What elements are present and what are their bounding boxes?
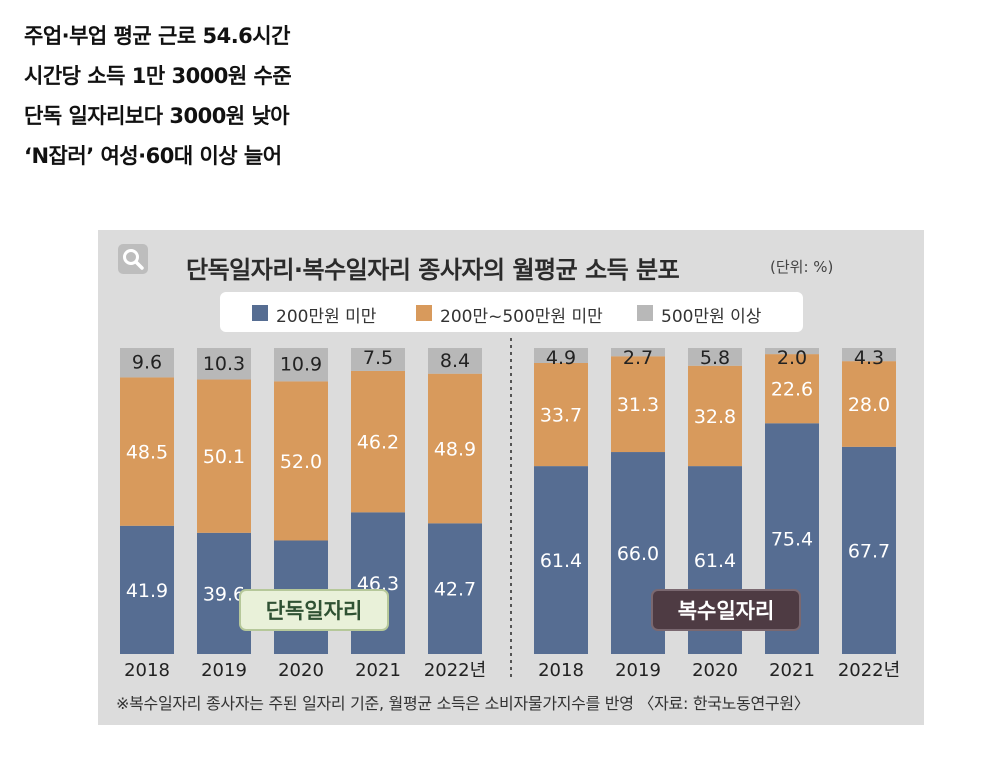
chart-title: 단독일자리·복수일자리 종사자의 월평균 소득 분포 (186, 256, 680, 284)
data-label-over-500-single-2018: 9.6 (132, 352, 162, 374)
bar-segment-over-500-multi-2019 (611, 348, 665, 357)
bar-segment-under-200-single-2022년 (428, 523, 482, 654)
bar-segment-between-single-2019 (197, 379, 251, 533)
chart-unit: (단위: %) (770, 258, 834, 276)
data-label-over-500-multi-2018: 4.9 (546, 347, 576, 369)
data-label-under-200-single-2018: 41.9 (126, 580, 168, 602)
x-tick-label-single-2021: 2021 (355, 660, 401, 681)
bar-segment-over-500-single-2022년 (428, 348, 482, 374)
bar-segment-over-500-multi-2020 (688, 348, 742, 366)
bar-segment-under-200-single-2018 (120, 525, 174, 654)
data-label-under-200-multi-2021: 75.4 (771, 529, 813, 551)
magnifier-icon (118, 244, 148, 274)
data-label-under-200-multi-2019: 66.0 (617, 543, 659, 565)
data-label-between-multi-2020: 32.8 (694, 406, 736, 428)
data-label-between-single-2018: 48.5 (126, 442, 168, 464)
data-label-over-500-single-2019: 10.3 (203, 353, 245, 375)
x-tick-label-single-2020: 2020 (278, 660, 324, 681)
bar-segment-under-200-multi-2018 (534, 466, 588, 654)
headline-1: 주업·부업 평균 근로 54.6시간 (24, 24, 290, 48)
headline-4: ‘N잡러’ 여성·60대 이상 늘어 (24, 144, 282, 168)
data-label-over-500-multi-2021: 2.0 (777, 347, 807, 369)
data-label-between-multi-2021: 22.6 (771, 379, 813, 401)
data-label-between-multi-2022년: 28.0 (848, 394, 890, 416)
bar-segment-between-single-2018 (120, 377, 174, 526)
legend-label-over-500: 500만원 이상 (661, 307, 762, 327)
data-label-over-500-single-2020: 10.9 (280, 354, 322, 376)
group-label-multi: 복수일자리 (678, 599, 775, 623)
x-tick-label-multi-2020: 2020 (692, 660, 738, 681)
legend-label-between: 200만~500만원 미만 (440, 307, 603, 327)
data-label-over-500-single-2021: 7.5 (363, 347, 393, 369)
legend-swatch-under-200 (252, 305, 268, 321)
data-label-under-200-single-2022년: 42.7 (434, 579, 476, 601)
data-label-over-500-multi-2022년: 4.3 (854, 347, 884, 369)
data-label-under-200-single-2019: 39.6 (203, 583, 245, 605)
bar-segment-over-500-multi-2021 (765, 348, 819, 355)
legend-label-under-200: 200만원 미만 (276, 307, 377, 327)
bar-segment-between-multi-2019 (611, 356, 665, 453)
bar-segment-between-single-2022년 (428, 373, 482, 524)
data-label-between-single-2019: 50.1 (203, 446, 245, 468)
data-label-over-500-multi-2019: 2.7 (623, 347, 653, 369)
bar-segment-over-500-single-2018 (120, 348, 174, 378)
data-label-between-single-2022년: 48.9 (434, 439, 476, 461)
headline-2: 시간당 소득 1만 3000원 수준 (24, 64, 292, 88)
footnote: ※복수일자리 종사자는 주된 일자리 기준, 월평균 소득은 소비자물가지수를 … (116, 694, 810, 713)
data-label-between-multi-2019: 31.3 (617, 394, 659, 416)
stacked-bar-chart: 41.948.59.6201839.650.110.3201937.152.01… (120, 338, 900, 681)
group-label-box-multi (651, 589, 801, 631)
data-label-under-200-multi-2020: 61.4 (694, 550, 736, 572)
bar-segment-over-500-multi-2018 (534, 348, 588, 363)
data-label-between-single-2021: 46.2 (357, 432, 399, 454)
group-label-box-single (239, 589, 389, 631)
bar-segment-between-multi-2020 (688, 365, 742, 467)
chart-panel: 단독일자리·복수일자리 종사자의 월평균 소득 분포 (단위: %) 200만원… (98, 230, 924, 725)
bar-segment-under-200-multi-2022년 (842, 446, 896, 654)
legend-swatch-over-500 (637, 305, 653, 321)
data-label-over-500-single-2022년: 8.4 (440, 350, 470, 372)
headline-3: 단독 일자리보다 3000원 낮아 (24, 104, 290, 128)
x-tick-label-multi-2018: 2018 (538, 660, 584, 681)
x-tick-label-multi-2019: 2019 (615, 660, 661, 681)
data-label-over-500-multi-2020: 5.8 (700, 347, 730, 369)
x-tick-label-single-2018: 2018 (124, 660, 170, 681)
bar-segment-between-multi-2018 (534, 362, 588, 467)
bar-segment-over-500-single-2021 (351, 348, 405, 371)
data-label-between-single-2020: 52.0 (280, 451, 322, 473)
group-label-single: 단독일자리 (266, 599, 363, 623)
x-tick-label-multi-2021: 2021 (769, 660, 815, 681)
data-label-between-multi-2018: 33.7 (540, 405, 582, 427)
x-tick-label-multi-2022년: 2022년 (838, 660, 900, 681)
bar-segment-over-500-multi-2022년 (842, 348, 896, 362)
bar-segment-over-500-single-2020 (274, 348, 328, 382)
x-tick-label-single-2022년: 2022년 (424, 660, 486, 681)
bar-segment-between-single-2020 (274, 381, 328, 541)
x-tick-label-single-2019: 2019 (201, 660, 247, 681)
legend: 200만원 미만 200만~500만원 미만 500만원 이상 (220, 292, 803, 332)
data-label-under-200-multi-2018: 61.4 (540, 550, 582, 572)
bar-segment-between-single-2021 (351, 370, 405, 513)
legend-swatch-between (416, 305, 432, 321)
data-label-under-200-multi-2022년: 67.7 (848, 540, 890, 562)
bar-segment-between-multi-2021 (765, 354, 819, 424)
bar-segment-between-multi-2022년 (842, 361, 896, 447)
bar-segment-over-500-single-2019 (197, 348, 251, 380)
